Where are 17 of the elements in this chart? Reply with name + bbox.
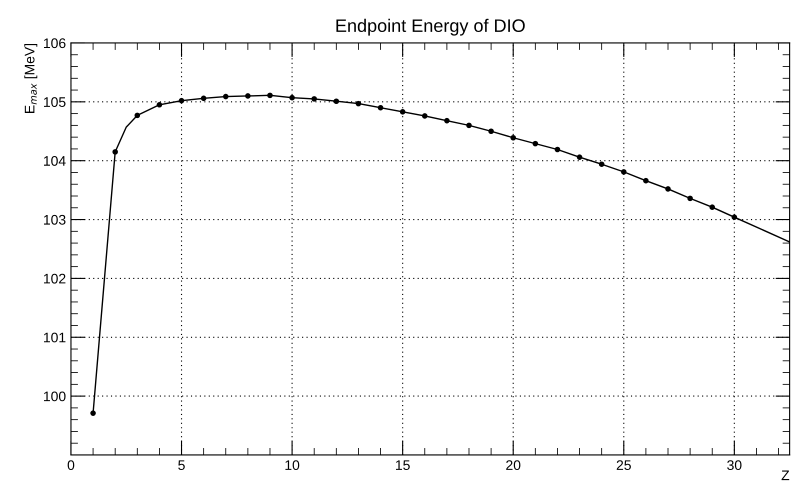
x-tick-label: 10	[285, 460, 300, 470]
y-tick-label: 102	[44, 274, 66, 284]
y-tick-label: 103	[44, 214, 66, 225]
chart-title: Endpoint Energy of DIO	[336, 18, 525, 36]
x-tick-label: 5	[178, 460, 185, 470]
x-tick-label: 0	[68, 460, 74, 470]
y-tick-label: 104	[44, 156, 66, 166]
x-axis-title: Z	[782, 470, 790, 480]
y-axis-title: E$_{max}$ [MeV]	[24, 44, 38, 113]
x-tick-label: 30	[727, 460, 742, 470]
x-tick-label: 20	[506, 460, 520, 470]
y-tick-label: 101	[44, 332, 66, 342]
y-tick-label: 100	[44, 391, 66, 402]
x-tick-label: 15	[396, 460, 410, 470]
y-tick-label: 106	[44, 38, 66, 48]
x-tick-label: 25	[616, 460, 631, 470]
y-tick-label: 105	[44, 97, 66, 108]
